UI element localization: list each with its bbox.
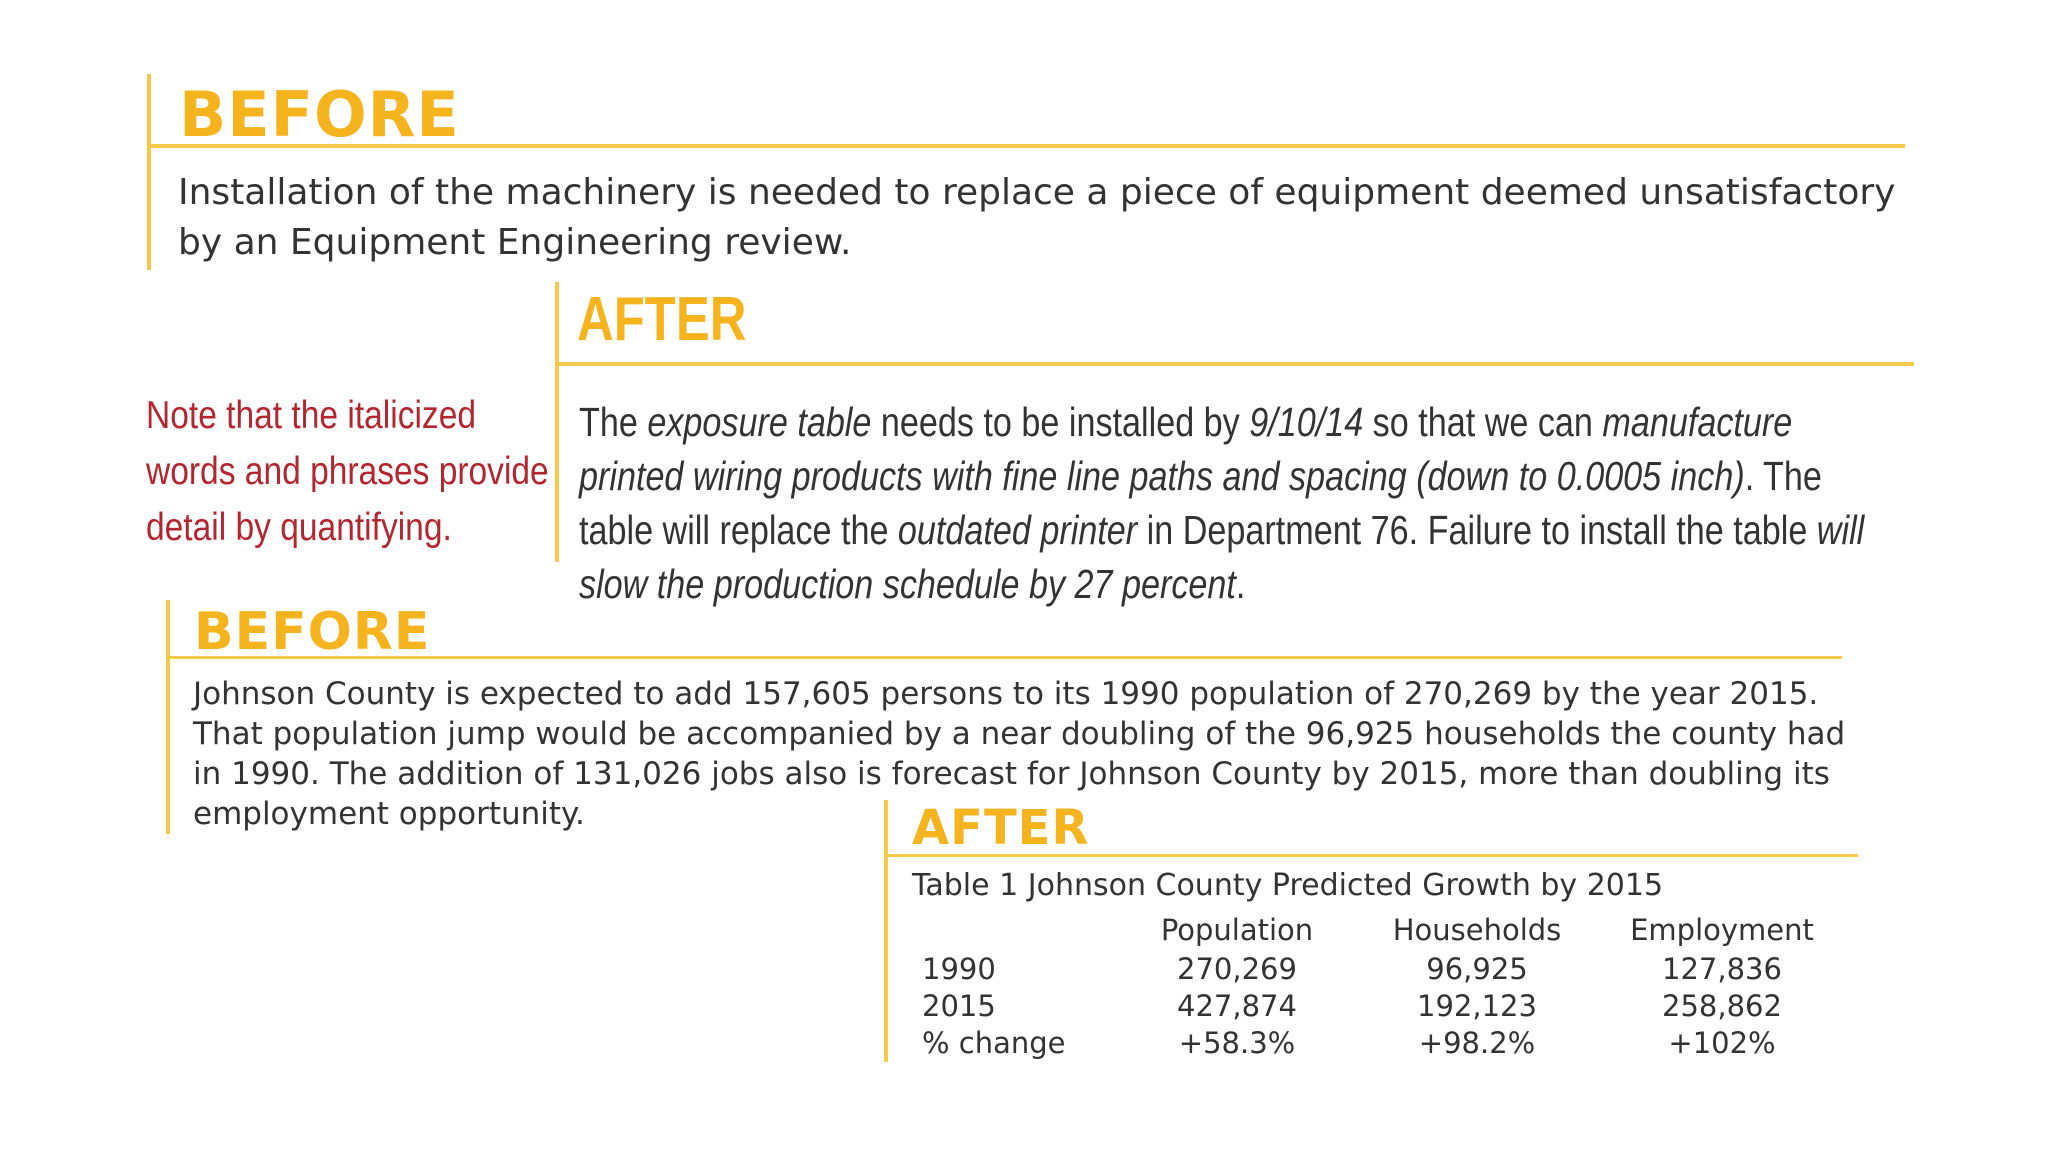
table-header-row: Population Households Employment [914,910,1842,950]
text-segment: The [579,399,648,445]
table-cell: +98.2% [1418,1025,1536,1060]
text-segment: . The table will replace the [579,453,1822,553]
table-cell: 258,862 [1662,988,1782,1023]
text-segment: . [1235,561,1246,607]
table-cell: 127,836 [1662,951,1782,986]
accent-bar [884,800,888,1062]
table-cell: 270,269 [1177,951,1297,986]
accent-bar [166,600,170,834]
note-line: Note that the italicized [146,394,476,437]
italic-segment: will slow the production schedule by 27 … [579,507,1865,607]
before-paragraph: Johnson County is expected to add 157,60… [193,676,1846,832]
before-paragraph: Installation of the machinery is needed … [178,172,1896,263]
table-cell: 96,925 [1426,951,1528,986]
heading-rule [888,854,1858,857]
table-corner [914,910,1122,950]
after-section-1: AFTER The exposure table needs to be ins… [555,282,1914,607]
table-cell: 427,874 [1177,988,1297,1023]
note-line: detail by quantifying. [146,506,452,549]
table-row: 2015 427,874 192,123 258,862 [914,987,1842,1024]
table-cell: 192,123 [1417,988,1537,1023]
table-cell: +58.3% [1178,1025,1296,1060]
heading-rule [151,144,1905,148]
row-label: % change [922,1025,1066,1060]
heading-rule [170,656,1842,659]
column-header: Employment [1630,913,1814,947]
before-heading: BEFORE [194,602,431,662]
text-segment: so that we can [1363,399,1603,445]
row-label: 2015 [922,988,996,1023]
before-heading: BEFORE [179,78,460,151]
italic-segment: outdated printer [897,507,1138,553]
italic-segment: exposure table [647,399,872,445]
accent-bar [147,74,151,270]
before-section-2: BEFORE Johnson County is expected to add… [166,600,1845,834]
table-caption: Table 1 Johnson County Predicted Growth … [912,868,1664,903]
table-row: 1990 270,269 96,925 127,836 [914,950,1842,987]
growth-table: Population Households Employment 1990 27… [914,910,1842,1061]
after-paragraph: The exposure table needs to be installed… [579,395,1903,611]
table-cell: +102% [1668,1025,1776,1060]
after-heading: AFTER [577,285,747,354]
row-label: 1990 [922,951,996,986]
before-section-1: BEFORE Installation of the machinery is … [147,74,1905,270]
note-line: words and phrases provide [146,450,549,493]
italic-segment: manufacture printed wiring products with… [579,399,1793,499]
heading-rule [559,362,1914,366]
accent-bar [555,282,559,562]
after-heading: AFTER [912,800,1090,856]
table-row: % change +58.3% +98.2% +102% [914,1024,1842,1061]
text-segment: in Department 76. Failure to install the… [1137,507,1817,553]
after-section-2: AFTER Table 1 Johnson County Predicted G… [884,800,1858,1062]
column-header: Households [1392,913,1562,947]
italic-segment: 9/10/14 [1249,399,1364,445]
column-header: Population [1160,913,1314,947]
text-segment: needs to be installed by [871,399,1250,445]
side-note: Note that the italicized words and phras… [146,388,549,556]
